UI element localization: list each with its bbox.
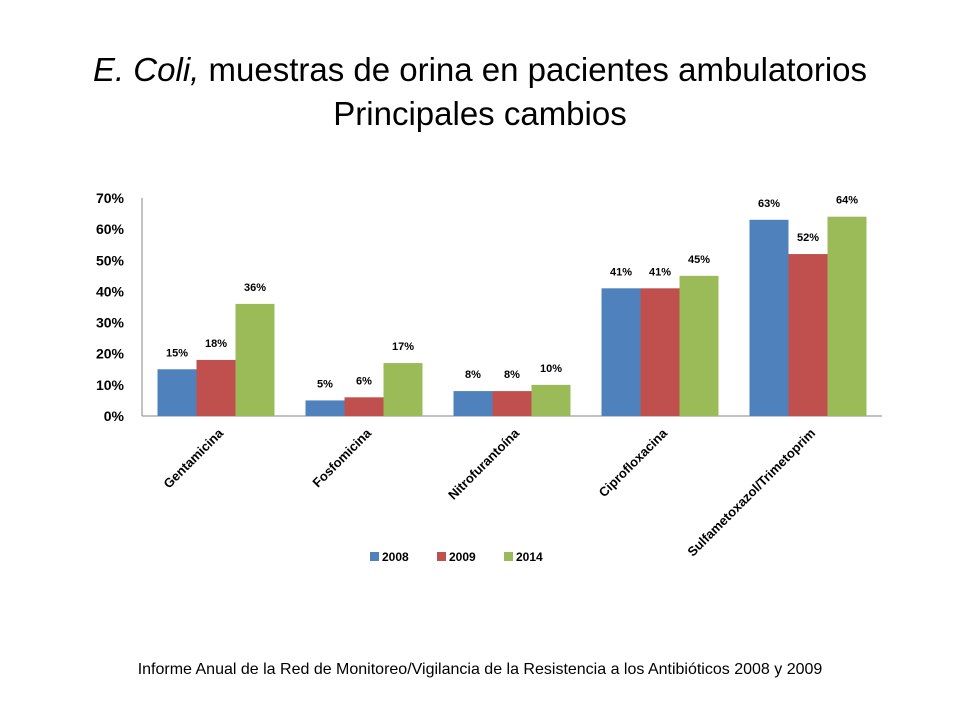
data-label: 18%	[205, 338, 227, 350]
data-label: 10%	[540, 363, 562, 375]
y-tick-label: 40%	[96, 283, 125, 299]
data-label: 45%	[688, 254, 710, 266]
bar-2008	[305, 400, 345, 416]
data-label: 6%	[356, 375, 372, 387]
data-label: 8%	[465, 369, 481, 381]
bar-2014	[235, 303, 275, 416]
bar-2008	[157, 369, 197, 416]
title-line-1: E. Coli, muestras de orina en pacientes …	[40, 48, 920, 92]
slide-title: E. Coli, muestras de orina en pacientes …	[40, 48, 920, 136]
bar-2009	[640, 288, 680, 416]
y-tick-label: 20%	[96, 346, 125, 362]
bar-2014	[679, 275, 719, 416]
y-tick-label: 0%	[104, 408, 125, 424]
bar-2009	[344, 397, 384, 416]
bar-2009	[492, 391, 532, 416]
bar-2008	[601, 288, 641, 416]
legend-swatch-2008	[370, 552, 379, 561]
data-label: 63%	[758, 198, 780, 210]
data-label: 8%	[504, 369, 520, 381]
y-tick-label: 30%	[96, 315, 125, 331]
source-note: Informe Anual de la Red de Monitoreo/Vig…	[137, 661, 823, 678]
data-label: 17%	[392, 341, 414, 353]
data-label: 5%	[317, 378, 333, 390]
data-label: 36%	[244, 282, 266, 294]
y-tick-label: 60%	[96, 221, 125, 237]
legend-label: 2014	[516, 550, 543, 564]
bar-2008	[453, 391, 493, 416]
data-label: 15%	[166, 347, 188, 359]
bar-2008	[749, 219, 789, 416]
bar-2014	[383, 363, 423, 416]
bar-2009	[196, 359, 236, 416]
category-label: Fosfomicina	[309, 425, 374, 490]
bar-2014	[827, 216, 867, 416]
y-tick-label: 50%	[96, 252, 125, 268]
y-tick-label: 10%	[96, 377, 125, 393]
category-label: Gentamicina	[160, 425, 226, 491]
bar-2014	[531, 384, 571, 416]
data-label: 41%	[649, 266, 671, 278]
category-label: Ciprofloxacina	[596, 425, 671, 500]
title-line-2: Principales cambios	[333, 95, 627, 132]
legend-label: 2008	[382, 550, 409, 564]
category-label: Sulfametoxazol/Trimetoprim	[684, 426, 818, 560]
data-label: 41%	[610, 266, 632, 278]
data-label: 64%	[836, 195, 858, 207]
bar-2009	[788, 254, 828, 416]
title-rest: muestras de orina en pacientes ambulator…	[199, 51, 868, 88]
title-italic: E. Coli,	[92, 51, 200, 88]
data-label: 52%	[797, 232, 819, 244]
y-tick-label: 70%	[96, 190, 125, 206]
legend-swatch-2009	[437, 552, 446, 561]
legend-label: 2009	[449, 550, 476, 564]
category-label: Nitrofurantoína	[445, 425, 523, 503]
legend-swatch-2014	[504, 552, 513, 561]
